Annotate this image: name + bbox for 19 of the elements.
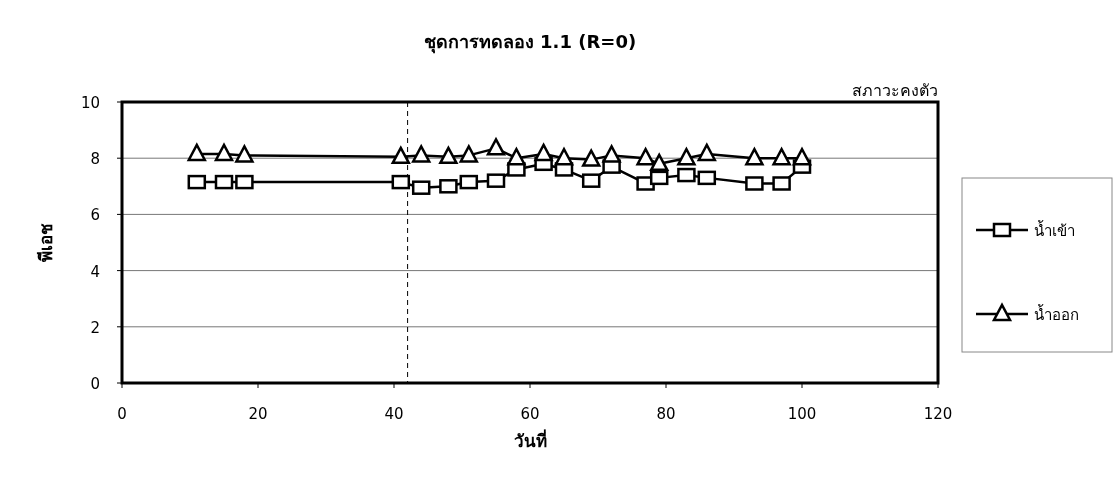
y-tick-label: 4	[90, 262, 100, 281]
y-axis-title: พีเอช	[36, 223, 56, 262]
x-tick-label: 100	[787, 405, 817, 423]
y-tick-label: 10	[80, 94, 100, 112]
x-tick-label: 120	[923, 405, 953, 423]
legend-label: น้ำออก	[1034, 304, 1079, 324]
chart-title: ชุดการทดลอง 1.1 (R=0)	[423, 31, 637, 54]
y-tick-label: 0	[90, 375, 100, 393]
x-tick-label: 0	[117, 405, 127, 423]
y-tick-label: 6	[90, 206, 100, 225]
y-tick-label: 2	[90, 318, 100, 337]
x-tick-label: 60	[520, 405, 540, 423]
x-tick-label: 20	[248, 405, 268, 423]
x-axis-title: วันที่	[513, 429, 547, 451]
y-tick-label: 8	[90, 150, 100, 169]
legend-label: น้ำเข้า	[1034, 220, 1075, 240]
text: สภาวะคงตัว	[852, 81, 938, 100]
x-tick-label: 80	[656, 405, 676, 423]
x-tick-label: 40	[384, 405, 404, 423]
